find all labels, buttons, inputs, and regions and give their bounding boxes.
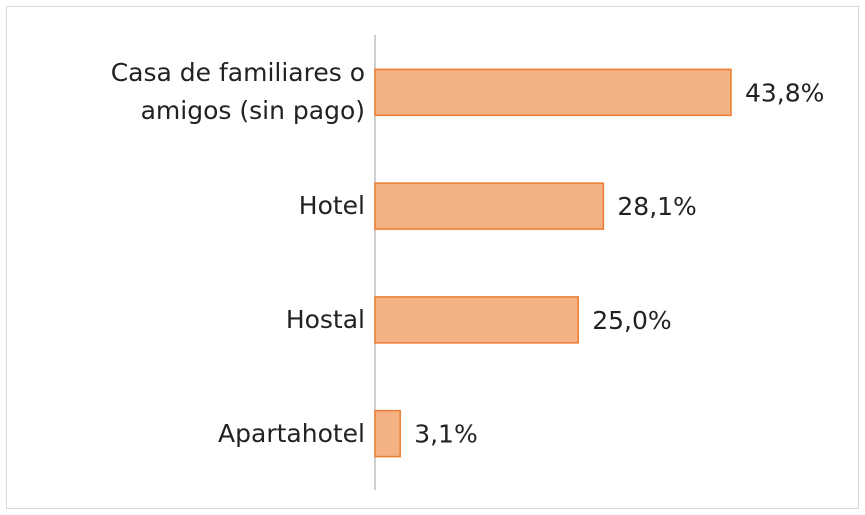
data-label: 28,1% bbox=[617, 192, 696, 221]
bar bbox=[374, 68, 732, 117]
category-label: Casa de familiares o amigos (sin pago) bbox=[110, 58, 365, 126]
chart-frame bbox=[6, 6, 859, 509]
data-label: 3,1% bbox=[414, 420, 478, 449]
bar bbox=[374, 296, 579, 344]
category-label: Apartahotel bbox=[218, 418, 365, 448]
category-label: Hotel bbox=[298, 191, 365, 221]
data-label: 43,8% bbox=[745, 78, 824, 107]
bar bbox=[374, 409, 401, 458]
data-label: 25,0% bbox=[592, 306, 671, 335]
category-label: Hostal bbox=[285, 304, 365, 334]
bar bbox=[374, 182, 605, 230]
